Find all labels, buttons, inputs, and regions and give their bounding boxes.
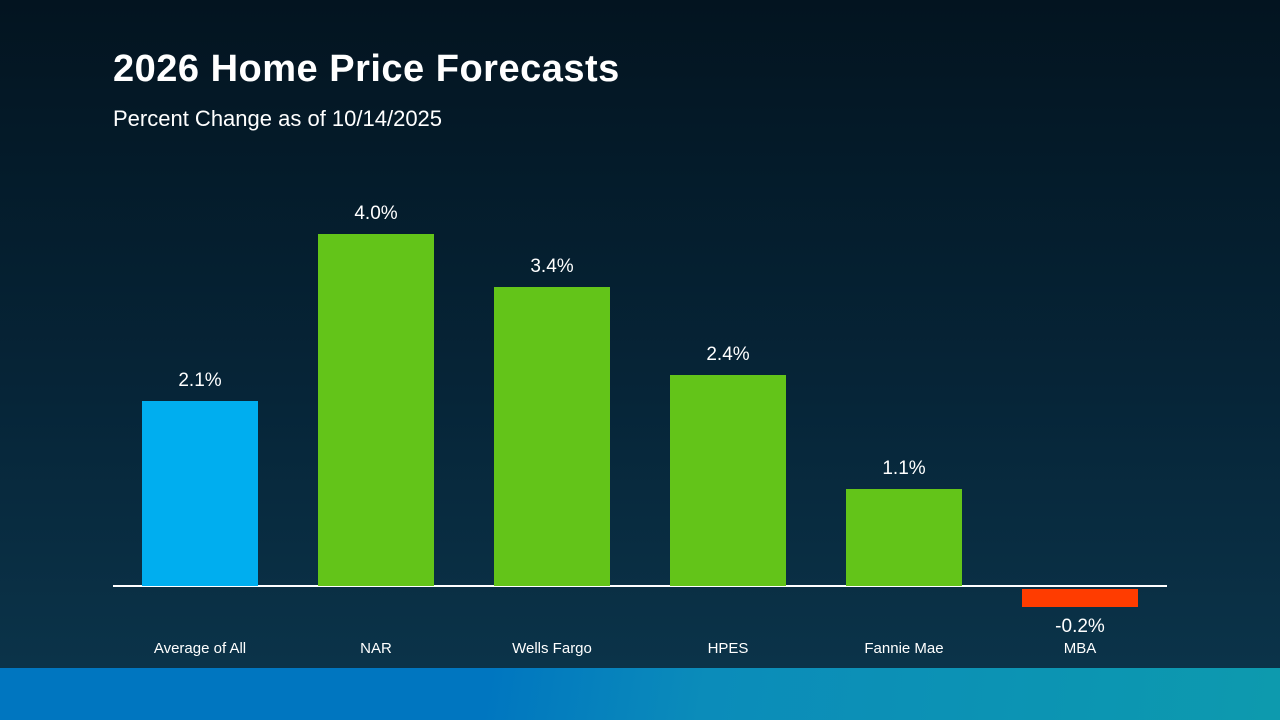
page-title: 2026 Home Price Forecasts bbox=[113, 48, 620, 90]
value-label-mba: -0.2% bbox=[1055, 616, 1105, 637]
category-label-wells-fargo: Wells Fargo bbox=[512, 640, 592, 657]
bar-nar bbox=[318, 234, 434, 586]
bar-wells-fargo bbox=[494, 287, 610, 586]
page-subtitle: Percent Change as of 10/14/2025 bbox=[113, 106, 443, 131]
bar-hpes bbox=[670, 375, 786, 586]
bar-mba bbox=[1022, 589, 1138, 607]
category-label-hpes: HPES bbox=[707, 640, 749, 657]
value-label-nar: 4.0% bbox=[354, 203, 398, 224]
category-label-nar: NAR bbox=[360, 640, 392, 657]
x-axis-line bbox=[113, 585, 1167, 587]
category-label-fannie-mae: Fannie Mae bbox=[864, 640, 944, 657]
category-label-mba: MBA bbox=[1063, 640, 1097, 657]
bar-fannie-mae bbox=[846, 489, 962, 586]
footer-brand-band bbox=[0, 668, 1280, 720]
value-label-average-of-all: 2.1% bbox=[178, 370, 222, 391]
value-label-wells-fargo: 3.4% bbox=[530, 256, 574, 277]
bar-average-of-all bbox=[142, 401, 258, 586]
value-label-fannie-mae: 1.1% bbox=[882, 458, 926, 479]
value-label-hpes: 2.4% bbox=[706, 344, 750, 365]
category-label-average-of-all: Average of All bbox=[153, 640, 247, 657]
